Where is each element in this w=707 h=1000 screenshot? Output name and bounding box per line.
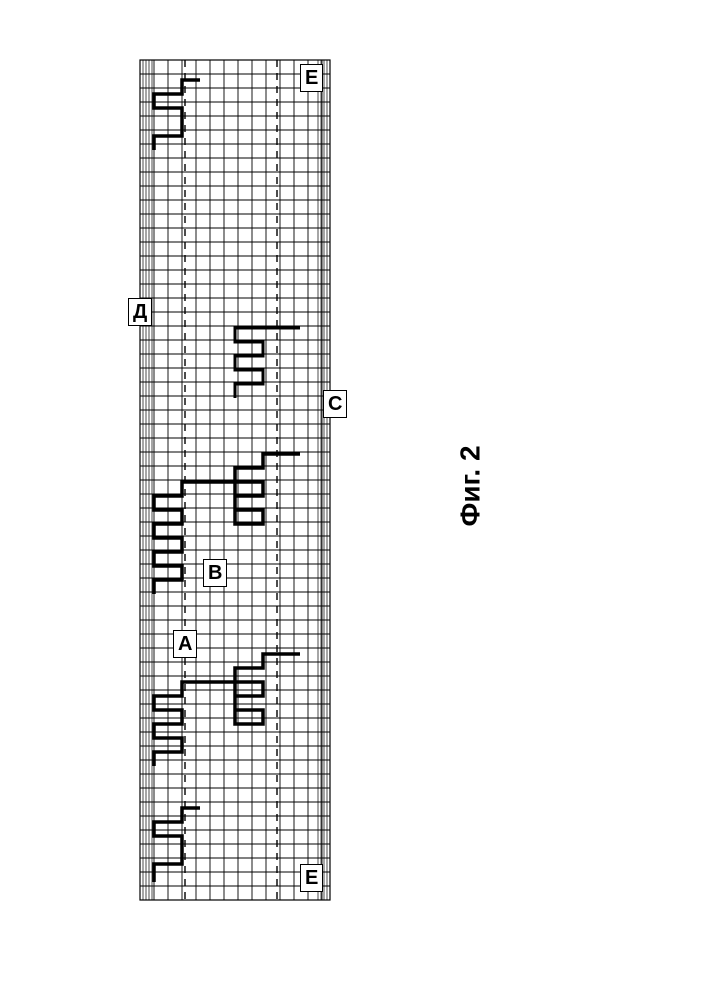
label-B: В	[203, 559, 227, 587]
label-A: А	[173, 630, 197, 658]
label-D: Д	[128, 298, 152, 326]
label-C: С	[323, 390, 347, 418]
diagram-svg	[0, 0, 707, 1000]
figure-page: Е Д С В А Е Фиг. 2	[0, 0, 707, 1000]
label-E-top: Е	[300, 64, 323, 92]
label-E-bottom: Е	[300, 864, 323, 892]
figure-caption: Фиг. 2	[455, 445, 487, 526]
